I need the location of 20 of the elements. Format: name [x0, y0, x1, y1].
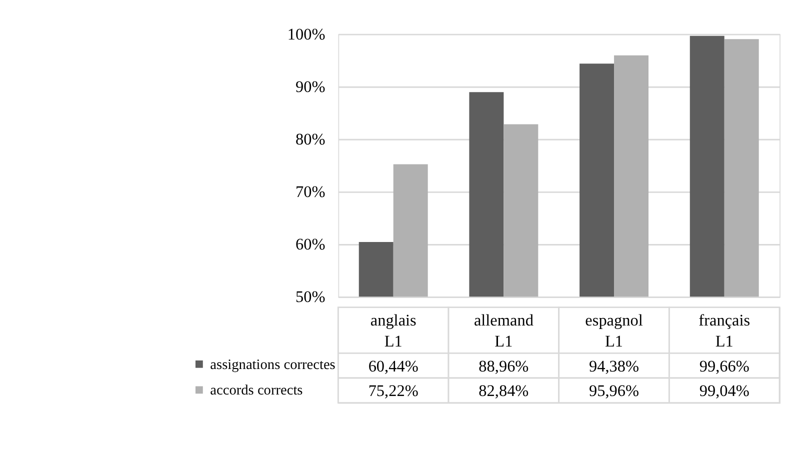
data-label: 82,84% [478, 382, 529, 400]
y-tick-label: 80% [296, 130, 326, 148]
data-label: 75,22% [368, 382, 418, 400]
y-tick-label: 100% [287, 25, 326, 44]
y-tick-label: 70% [296, 182, 326, 201]
data-label: 99,66% [699, 357, 750, 376]
data-label: 88,96% [478, 357, 529, 376]
y-tick-label: 90% [296, 78, 326, 96]
x-tick-label: allemand L1 [474, 311, 534, 350]
x-tick-label: français L1 [698, 311, 750, 350]
data-label: 94,38% [588, 357, 640, 376]
x-tick-label: anglais L1 [370, 311, 416, 350]
y-tick-label: 60% [296, 236, 326, 254]
y-tick-label: 50% [296, 288, 326, 306]
legend-label: accords corrects [210, 382, 304, 399]
data-label: 99,04% [699, 382, 750, 400]
data-label: 95,96% [588, 382, 640, 400]
data-label: 60,44% [368, 357, 418, 376]
x-tick-label: espagnol L1 [585, 311, 644, 350]
legend-label: assignations correctes [210, 356, 336, 373]
